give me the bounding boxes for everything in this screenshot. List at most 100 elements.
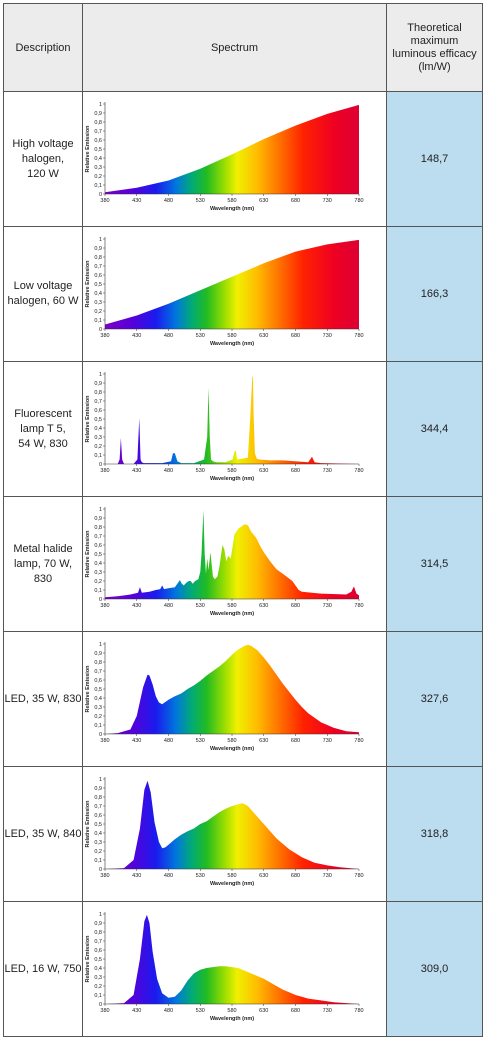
x-tick-label: 430 <box>132 873 141 879</box>
spectrum-cell: 0 0,1 0,2 0,3 0,4 0,5 0,6 0,7 0,8 0,9 1 380 430 480 53… <box>82 91 387 227</box>
efficacy-value: 327,6 <box>386 631 483 767</box>
spectrum-chart: 0 0,1 0,2 0,3 0,4 0,5 0,6 0,7 0,8 0,9 1 380 430 480 53… <box>85 912 364 1022</box>
x-tick-label: 580 <box>227 1008 236 1014</box>
y-tick-label: 0,8 <box>94 660 102 666</box>
spectrum-area <box>105 239 359 329</box>
x-axis-label: Wavelength (nm) <box>210 746 254 752</box>
y-axis-label: Relative Emission <box>85 395 91 443</box>
x-tick-label: 780 <box>354 738 363 744</box>
lamp-description-line: halogen, <box>21 152 65 165</box>
x-tick-label: 730 <box>323 1008 332 1014</box>
x-tick-label: 630 <box>259 1008 268 1014</box>
lamp-description-line: Metal halide <box>13 542 73 555</box>
header-spectrum: Spectrum <box>82 3 387 92</box>
lamp-description: LED, 16 W, 750 <box>3 901 83 1037</box>
x-tick-label: 680 <box>291 198 300 204</box>
y-tick-label: 0,1 <box>94 183 102 189</box>
y-tick-label: 1 <box>99 642 102 648</box>
spectrum-area <box>105 376 359 464</box>
x-tick-label: 380 <box>100 198 109 204</box>
y-tick-label: 0,5 <box>94 282 102 288</box>
spectrum-chart: 0 0,1 0,2 0,3 0,4 0,5 0,6 0,7 0,8 0,9 1 380 430 480 53… <box>85 507 364 617</box>
lamp-row: High voltage halogen, 120 W 0 0,1 0,2 0,3 0,4 0,… <box>3 91 483 227</box>
spectrum-chart: 0 0,1 0,2 0,3 0,4 0,5 0,6 0,7 0,8 0,9 1 380 430 480 53… <box>85 642 364 752</box>
y-tick-label: 0,6 <box>94 408 102 414</box>
y-tick-label: 0,5 <box>94 147 102 153</box>
y-tick-label: 0,1 <box>94 588 102 594</box>
lamp-row: LED, 35 W, 830 0 0,1 0,2 0,3 0,4 0,5 0,6 0,7 0,8 0… <box>3 631 483 767</box>
x-tick-label: 680 <box>291 738 300 744</box>
x-tick-label: 530 <box>196 198 205 204</box>
spectrum-area <box>105 104 359 194</box>
y-tick-label: 0,7 <box>94 399 102 405</box>
y-tick-label: 0,7 <box>94 129 102 135</box>
y-axis-label: Relative Emission <box>85 260 91 308</box>
x-tick-label: 580 <box>227 873 236 879</box>
y-tick-label: 0,5 <box>94 417 102 423</box>
y-tick-label: 0,8 <box>94 120 102 126</box>
x-tick-label: 480 <box>164 873 173 879</box>
y-tick-label: 0,2 <box>94 984 102 990</box>
efficacy-value: 309,0 <box>386 901 483 1037</box>
x-tick-label: 730 <box>323 198 332 204</box>
y-tick-label: 0 <box>99 327 102 333</box>
x-tick-label: 630 <box>259 873 268 879</box>
lamp-description-line: LED, 16 W, 750 <box>4 962 82 975</box>
header-efficacy: Theoretical maximum luminous efficacy (l… <box>386 3 483 92</box>
spectrum-area <box>105 644 359 734</box>
spectrum-chart: 0 0,1 0,2 0,3 0,4 0,5 0,6 0,7 0,8 0,9 1 380 430 480 53… <box>85 372 364 482</box>
y-tick-label: 0 <box>99 732 102 738</box>
y-tick-label: 0,2 <box>94 579 102 585</box>
y-tick-label: 0,9 <box>94 381 102 387</box>
x-tick-label: 530 <box>196 468 205 474</box>
y-tick-label: 0,8 <box>94 795 102 801</box>
efficacy-value: 148,7 <box>386 91 483 227</box>
lamp-description-line: lamp, 70 W, <box>13 557 73 570</box>
spectrum-cell: 0 0,1 0,2 0,3 0,4 0,5 0,6 0,7 0,8 0,9 1 380 430 480 53… <box>82 766 387 902</box>
x-tick-label: 780 <box>354 603 363 609</box>
y-tick-label: 0,3 <box>94 435 102 441</box>
y-tick-label: 0 <box>99 597 102 603</box>
y-tick-label: 0,1 <box>94 453 102 459</box>
spectrum-cell: 0 0,1 0,2 0,3 0,4 0,5 0,6 0,7 0,8 0,9 1 380 430 480 53… <box>82 496 387 632</box>
efficacy-value: 344,4 <box>386 361 483 497</box>
y-axis-label: Relative Emission <box>85 665 91 713</box>
x-tick-label: 680 <box>291 1008 300 1014</box>
y-tick-label: 0,9 <box>94 786 102 792</box>
x-tick-label: 730 <box>323 873 332 879</box>
x-tick-label: 630 <box>259 603 268 609</box>
y-axis-label: Relative Emission <box>85 935 91 983</box>
lamp-description: Low voltage halogen, 60 W <box>3 226 83 362</box>
header-efficacy-line: luminous efficacy <box>392 47 477 60</box>
lamp-row: LED, 35 W, 840 0 0,1 0,2 0,3 0,4 0,5 0,6 0,7 0,8 0… <box>3 766 483 902</box>
x-tick-label: 580 <box>227 468 236 474</box>
lamp-row: LED, 16 W, 750 0 0,1 0,2 0,3 0,4 0,5 0,6 0,7 0,8 0… <box>3 901 483 1037</box>
x-tick-label: 680 <box>291 333 300 339</box>
x-tick-label: 580 <box>227 603 236 609</box>
x-tick-label: 730 <box>323 333 332 339</box>
spectrum-chart: 0 0,1 0,2 0,3 0,4 0,5 0,6 0,7 0,8 0,9 1 380 430 480 53… <box>85 237 364 347</box>
x-tick-label: 580 <box>227 198 236 204</box>
x-tick-label: 630 <box>259 198 268 204</box>
x-tick-label: 380 <box>100 603 109 609</box>
lamp-description-line: LED, 35 W, 840 <box>4 827 82 840</box>
y-axis-label: Relative Emission <box>85 125 91 173</box>
y-tick-label: 1 <box>99 237 102 243</box>
y-tick-label: 0,9 <box>94 516 102 522</box>
y-tick-label: 0,7 <box>94 669 102 675</box>
y-tick-label: 0,2 <box>94 309 102 315</box>
y-tick-label: 0 <box>99 192 102 198</box>
spectrum-area <box>105 509 359 599</box>
x-tick-label: 780 <box>354 333 363 339</box>
x-tick-label: 780 <box>354 468 363 474</box>
y-tick-label: 0,3 <box>94 165 102 171</box>
y-tick-label: 0,2 <box>94 174 102 180</box>
x-tick-label: 780 <box>354 1008 363 1014</box>
y-tick-label: 0,4 <box>94 831 102 837</box>
y-tick-label: 0,2 <box>94 714 102 720</box>
lamp-description-line: lamp T 5, <box>20 422 66 435</box>
lamp-description: Fluorescent lamp T 5, 54 W, 830 <box>3 361 83 497</box>
y-tick-label: 0,5 <box>94 687 102 693</box>
y-tick-label: 0,4 <box>94 156 102 162</box>
y-tick-label: 0 <box>99 462 102 468</box>
